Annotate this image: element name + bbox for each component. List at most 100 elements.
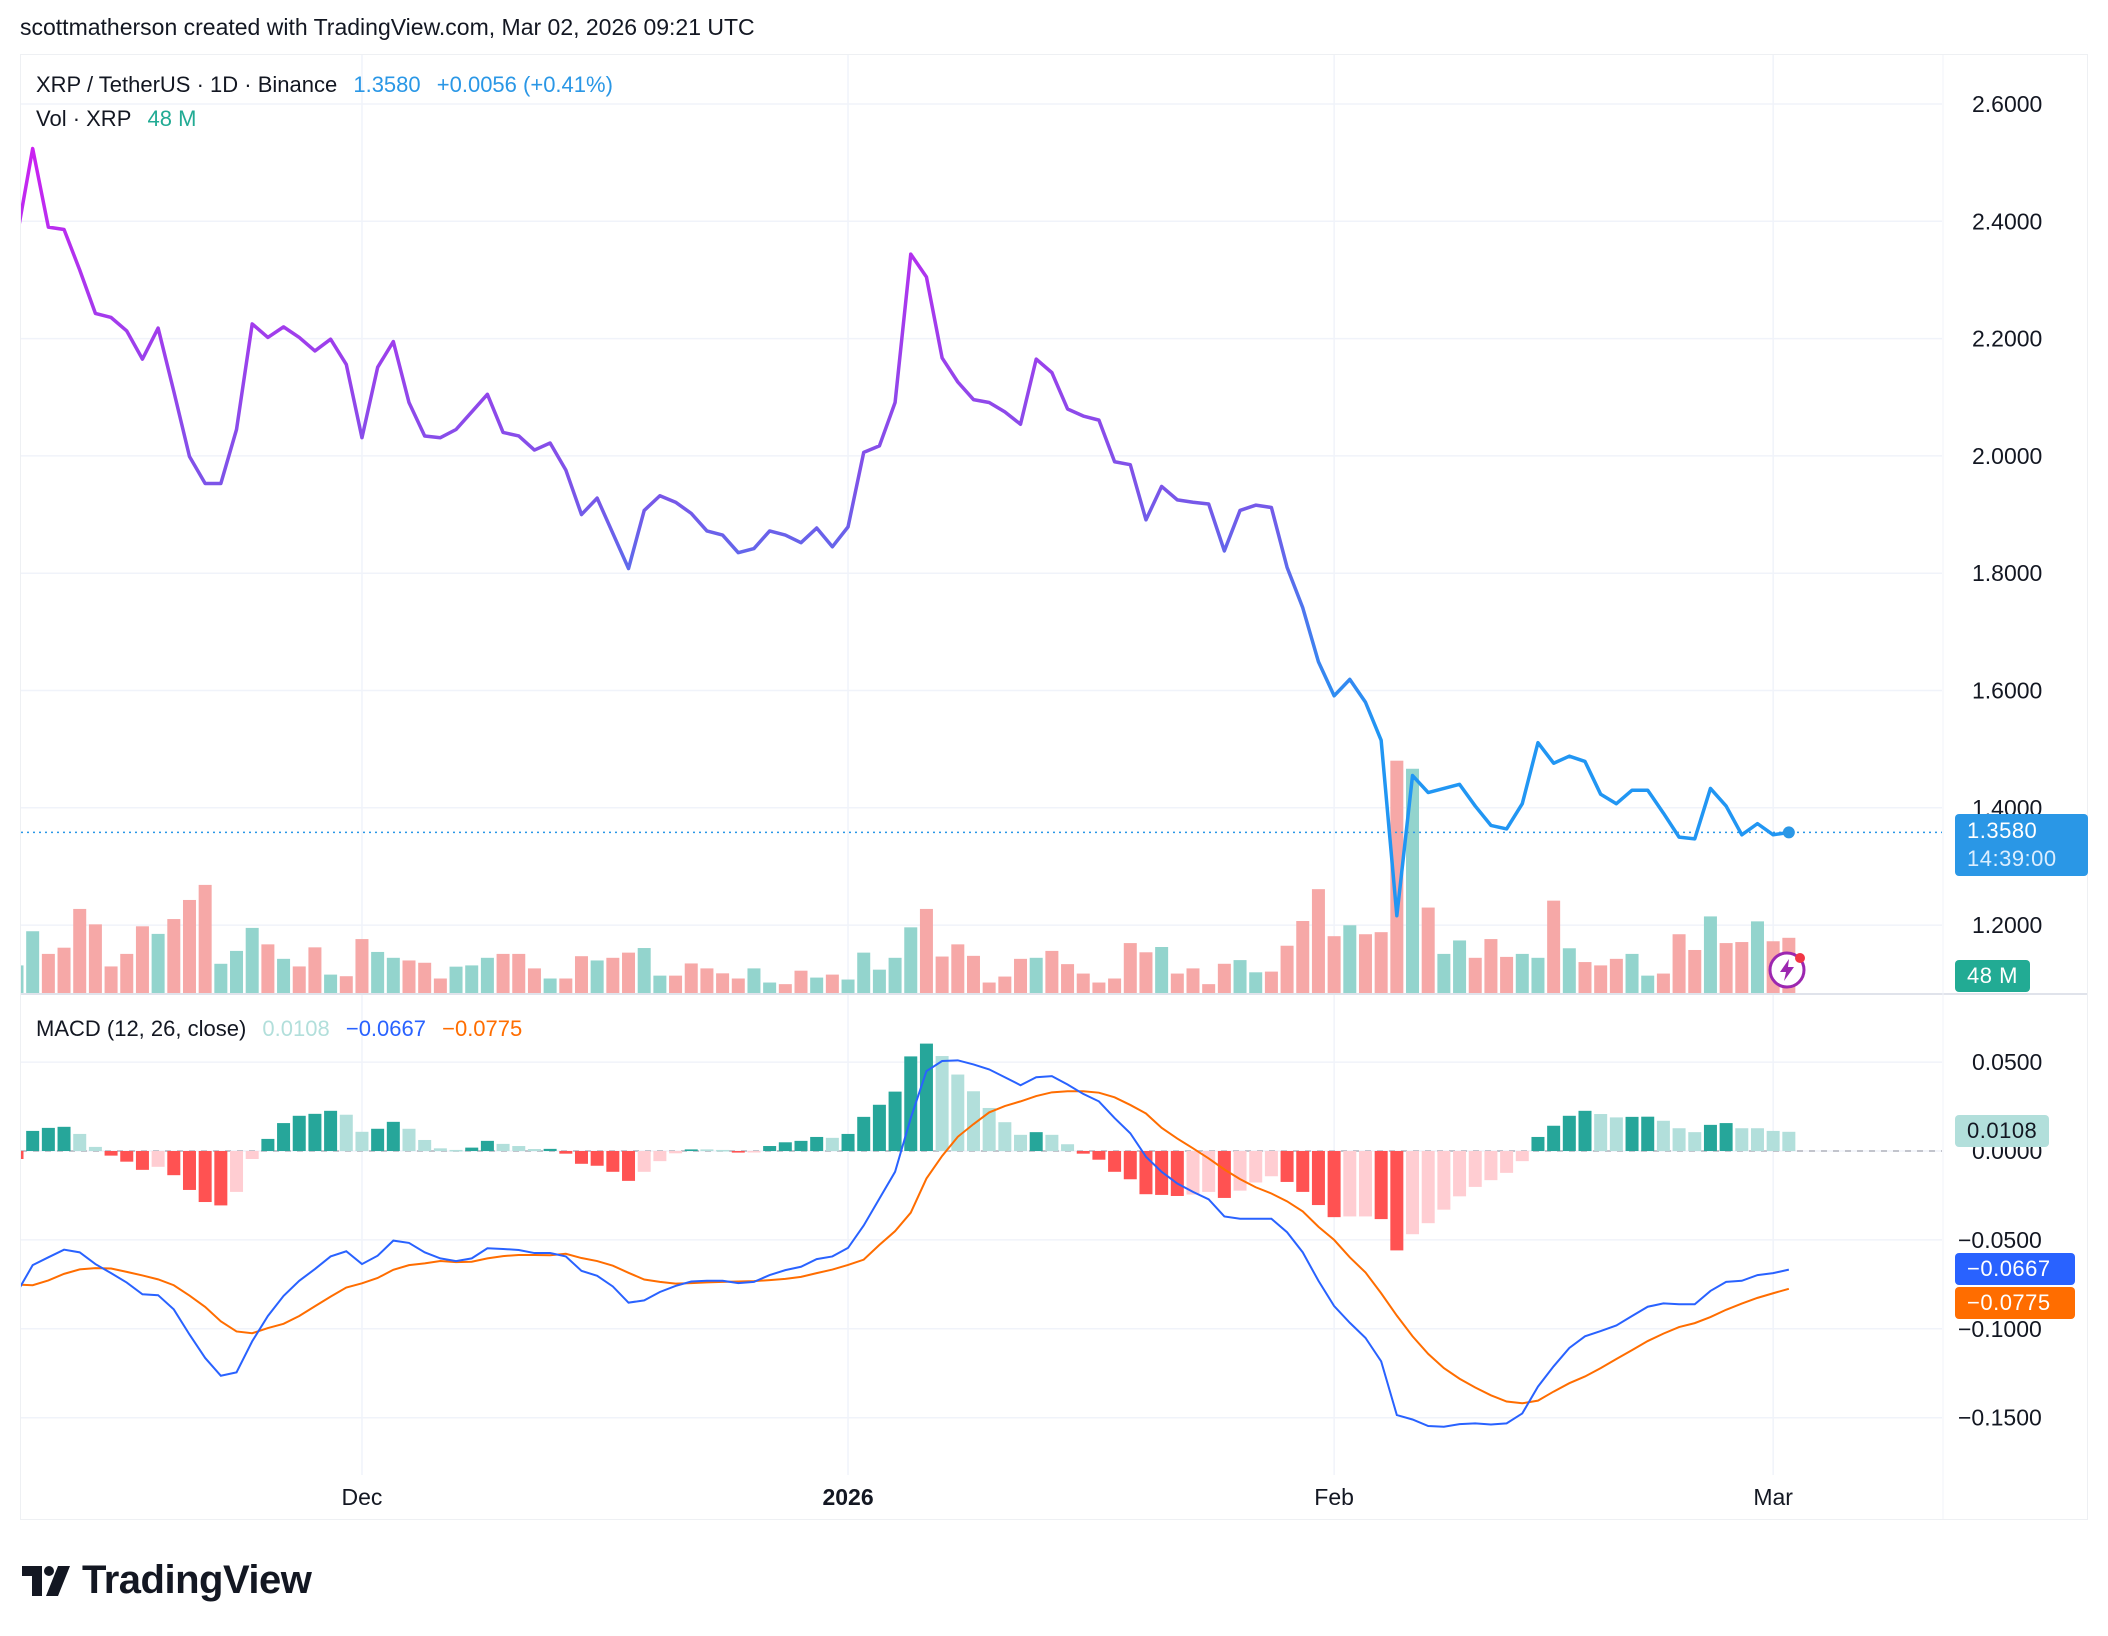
lightning-icon[interactable] [1767, 950, 1807, 990]
last-price: 1.3580 [353, 72, 421, 97]
macd-histogram-bar [245, 1151, 259, 1160]
macd-histogram-bar [151, 1151, 165, 1167]
volume-bar [1515, 953, 1529, 993]
date-axis-label: Feb [1314, 1484, 1354, 1510]
volume-bar [747, 968, 761, 993]
macd-histogram-bar [1656, 1120, 1670, 1151]
macd-histogram-bar [308, 1113, 322, 1151]
volume-bar [480, 957, 494, 993]
macd-histogram-bar [1421, 1151, 1435, 1224]
macd-histogram-bar [167, 1151, 181, 1176]
volume-bar [198, 884, 212, 993]
volume-bar [449, 966, 463, 993]
macd-histogram-bar [1029, 1132, 1043, 1151]
volume-bar [371, 951, 385, 993]
macd-histogram-bar [574, 1151, 588, 1164]
macd-histogram-bar [637, 1151, 651, 1172]
volume-bar [1609, 958, 1623, 993]
symbol-title: XRP / TetherUS · 1D · Binance [36, 72, 338, 97]
macd-histogram-bar [496, 1143, 510, 1151]
volume-bar [1139, 952, 1153, 993]
macd-histogram-bar [1233, 1151, 1247, 1191]
signal-line [21, 1090, 1790, 1405]
macd-histogram-bar [1484, 1151, 1498, 1181]
volume-bar [716, 973, 730, 993]
macd-line [21, 1059, 1790, 1428]
macd-histogram-bar [1123, 1151, 1137, 1180]
macd-histogram-bar [543, 1148, 557, 1151]
volume-bar [120, 953, 134, 993]
macd-histogram-bar [1390, 1151, 1404, 1251]
macd-histogram-bar [1092, 1151, 1106, 1160]
macd-histogram-bar [622, 1151, 636, 1181]
macd-histogram-bar [1766, 1130, 1780, 1151]
macd-histogram-bar [998, 1122, 1012, 1151]
macd-histogram-bar [1045, 1134, 1059, 1151]
hist-tag: 0.0108 [1955, 1115, 2050, 1147]
date-axis-label: Mar [1753, 1484, 1793, 1510]
volume-bar [1045, 950, 1059, 993]
volume-bar [1531, 957, 1545, 993]
volume-bar [810, 977, 824, 993]
macd-histogram-bar [1108, 1151, 1122, 1172]
volume-bar [1641, 975, 1655, 993]
volume-bar [1029, 957, 1043, 993]
grid-lines [21, 55, 1942, 1475]
volume-bar [1703, 916, 1717, 993]
volume-bar [1453, 940, 1467, 993]
macd-histogram-bar [355, 1131, 369, 1151]
macd-histogram-bar [1296, 1151, 1310, 1192]
macd-histogram-bar [653, 1151, 667, 1162]
volume-bar [1688, 949, 1702, 993]
macd-histogram-bar [1139, 1151, 1153, 1195]
macd-histogram-bar [230, 1151, 244, 1192]
volume-bar [1108, 978, 1122, 993]
macd-histogram-bar [1531, 1136, 1545, 1151]
macd-histogram-bar [21, 1151, 24, 1160]
symbol-legend[interactable]: XRP / TetherUS · 1D · Binance 1.3580 +0.… [36, 72, 623, 98]
macd-histogram-bar [292, 1115, 306, 1151]
macd-histogram-bar [182, 1151, 196, 1190]
tradingview-logo[interactable]: TradingView [22, 1558, 312, 1603]
price-change: +0.0056 (+0.41%) [436, 72, 613, 97]
macd-histogram-bar [512, 1146, 526, 1151]
macd-histogram-bar [1562, 1115, 1576, 1151]
chart-credit: scottmatherson created with TradingView.… [20, 14, 755, 40]
price-axis-label: 2.4000 [1972, 208, 2042, 234]
macd-histogram-bar [919, 1043, 933, 1151]
macd-histogram-bar [339, 1114, 353, 1151]
price-axis-label: 2.6000 [1972, 91, 2042, 117]
volume-legend[interactable]: Vol · XRP 48 M [36, 106, 206, 132]
volume-bar [841, 979, 855, 993]
volume-bar [904, 927, 918, 993]
volume-bar [1233, 960, 1247, 993]
macd-legend[interactable]: MACD (12, 26, close) 0.0108 −0.0667 −0.0… [36, 1016, 532, 1042]
volume-bar [73, 908, 87, 993]
volume-bar [1202, 984, 1216, 993]
macd-histogram-bar [41, 1127, 55, 1151]
volume-bar [1437, 953, 1451, 993]
macd-histogram-bar [1641, 1116, 1655, 1151]
macd-histogram-bar [1735, 1128, 1749, 1151]
volume-bar [574, 956, 588, 993]
volume-bars [21, 760, 1796, 993]
macd-histogram-bar [1453, 1151, 1467, 1197]
tradingview-wordmark: TradingView [82, 1558, 312, 1602]
volume-bar [292, 966, 306, 993]
volume-bar [339, 976, 353, 993]
macd-histogram-bar [465, 1147, 479, 1151]
macd-histogram-bar [935, 1056, 949, 1151]
macd-histogram-bar [527, 1149, 541, 1151]
volume-bar [1296, 921, 1310, 993]
price-line [21, 146, 1790, 918]
macd-histogram-bar [825, 1137, 839, 1151]
macd-histogram-bar [684, 1149, 698, 1151]
volume-bar [245, 927, 259, 993]
macd-histogram-bar [1750, 1128, 1764, 1151]
macd-histogram-bar [590, 1151, 604, 1166]
macd-histogram-bar [810, 1136, 824, 1151]
macd-histogram-bar [449, 1149, 463, 1152]
macd-histogram-bar [841, 1133, 855, 1151]
volume-bar [1343, 925, 1357, 993]
